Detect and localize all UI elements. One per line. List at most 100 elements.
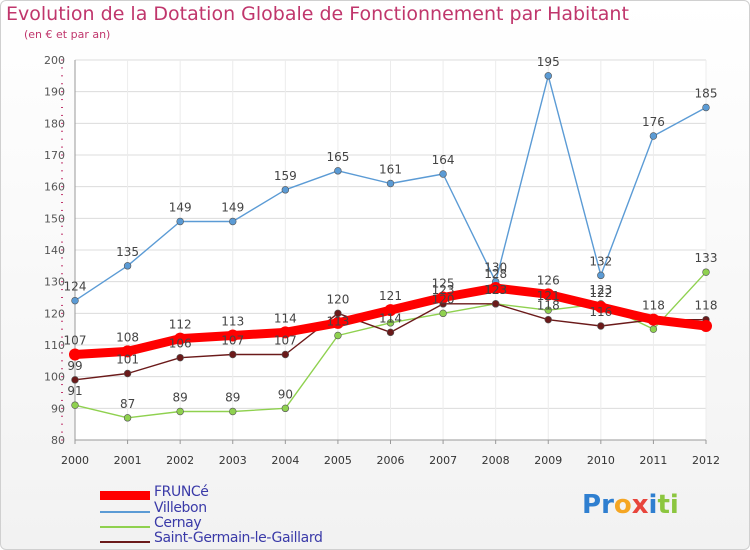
logo-letter: t [657, 490, 670, 520]
data-point-fruncé-2005 [331, 316, 344, 329]
legend-label-villebon: Villebon [154, 500, 207, 516]
y-tick-label-120: 120 [44, 307, 65, 320]
logo-letter: i [648, 490, 658, 520]
data-label-saint-germain-le-gaillard-2009: 118 [537, 299, 560, 313]
data-point-fruncé-2006 [384, 304, 397, 317]
chart-title: Evolution de la Dotation Globale de Fonc… [6, 3, 629, 25]
data-point-villebon-2012 [702, 103, 710, 112]
data-point-fruncé-2002 [174, 332, 187, 345]
y-tick-label-80: 80 [51, 434, 65, 447]
data-point-villebon-2006 [386, 179, 395, 188]
x-tick-label-2011: 2011 [639, 454, 667, 467]
data-point-villebon-2002 [176, 217, 184, 226]
data-label-villebon-2005: 165 [326, 150, 349, 164]
data-point-saint-germain-le-gaillard-2009 [544, 315, 552, 324]
x-tick-label-2002: 2002 [166, 454, 194, 467]
data-label-cernay-2008: 123 [484, 283, 507, 297]
data-label-cernay-2002: 89 [173, 391, 188, 405]
data-point-fruncé-2000 [69, 348, 81, 361]
data-point-cernay-2005 [334, 331, 342, 340]
logo-letter: i [669, 490, 679, 520]
data-label-saint-germain-le-gaillard-2008: 123 [484, 283, 507, 297]
data-label-fruncé-2001: 108 [116, 330, 139, 344]
data-label-saint-germain-le-gaillard-2004: 107 [274, 334, 297, 348]
data-label-fruncé-2003: 113 [221, 315, 244, 329]
data-label-villebon-2008: 130 [484, 261, 507, 275]
data-label-cernay-2010: 123 [589, 283, 612, 297]
x-tick-label-2007: 2007 [429, 454, 457, 467]
x-tick-label-2001: 2001 [114, 454, 142, 467]
legend-label-fruncé: FRUNCé [154, 484, 209, 500]
data-label-fruncé-2006: 121 [379, 289, 402, 303]
data-label-saint-germain-le-gaillard-2000: 99 [67, 359, 82, 373]
data-point-fruncé-2012 [700, 320, 712, 332]
data-label-saint-germain-le-gaillard-2005: 120 [326, 292, 349, 306]
data-label-cernay-2004: 90 [278, 387, 293, 401]
data-point-cernay-2003 [229, 407, 237, 416]
data-label-saint-germain-le-gaillard-2010: 116 [589, 305, 612, 319]
data-label-cernay-2012: 133 [695, 251, 718, 265]
y-tick-label-180: 180 [44, 117, 65, 130]
data-label-villebon-2011: 176 [642, 115, 665, 129]
data-point-cernay-2001 [123, 414, 132, 422]
data-label-villebon-2007: 164 [432, 153, 455, 167]
proxiti-logo[interactable]: Proxiti [582, 490, 679, 520]
data-label-saint-germain-le-gaillard-2001: 101 [116, 353, 139, 367]
data-point-saint-germain-le-gaillard-2006 [386, 328, 395, 337]
logo-letter: o [613, 490, 632, 520]
data-point-fruncé-2008 [489, 282, 502, 294]
data-label-saint-germain-le-gaillard-2006: 114 [379, 311, 402, 325]
y-tick-label-140: 140 [44, 244, 65, 257]
data-label-villebon-2009: 195 [537, 55, 560, 69]
y-tick-label-150: 150 [44, 212, 65, 225]
data-point-villebon-2005 [334, 167, 342, 175]
x-tick-label-2004: 2004 [271, 454, 299, 467]
series-fruncé [69, 282, 712, 361]
data-point-saint-germain-le-gaillard-2010 [597, 322, 605, 330]
series-saint-germain-le-gaillard [71, 300, 710, 384]
data-point-villebon-2004 [281, 186, 290, 194]
logo-letter: x [631, 490, 649, 520]
legend-swatch-villebon [100, 511, 150, 513]
data-point-fruncé-2011 [647, 313, 660, 326]
data-point-villebon-2009 [544, 72, 552, 80]
y-tick-label-100: 100 [44, 371, 65, 384]
legend-swatch-fruncé [100, 491, 150, 500]
y-tick-label-160: 160 [44, 181, 65, 194]
legend-swatch-cernay [100, 526, 150, 528]
y-tick-label-90: 90 [51, 402, 65, 415]
x-tick-label-2009: 2009 [534, 454, 562, 467]
data-label-villebon-2010: 132 [589, 254, 612, 268]
data-point-fruncé-2003 [226, 329, 239, 342]
data-label-fruncé-2002: 112 [169, 318, 192, 332]
data-point-cernay-2009 [544, 306, 552, 314]
x-tick-label-2012: 2012 [692, 454, 720, 467]
data-point-cernay-2011 [649, 325, 658, 333]
data-label-cernay-2009: 121 [537, 289, 560, 303]
data-label-cernay-2007: 120 [432, 292, 455, 306]
data-label-saint-germain-le-gaillard-2012: 118 [695, 299, 718, 313]
data-point-villebon-2007 [439, 170, 447, 178]
data-label-fruncé-2009: 126 [537, 273, 560, 287]
data-label-fruncé-2007: 125 [432, 277, 455, 291]
x-tick-label-2000: 2000 [61, 454, 89, 467]
data-point-cernay-2004 [281, 404, 290, 413]
data-label-villebon-2002: 149 [169, 201, 192, 215]
y-tick-label-170: 170 [44, 149, 65, 162]
data-point-cernay-2002 [176, 407, 184, 416]
y-tick-label-190: 190 [44, 86, 65, 99]
x-tick-label-2003: 2003 [219, 454, 247, 467]
data-label-cernay-2003: 89 [225, 391, 240, 405]
data-point-cernay-2007 [439, 309, 447, 318]
data-label-saint-germain-le-gaillard-2011: 118 [642, 299, 665, 313]
data-label-villebon-2012: 185 [695, 87, 718, 101]
x-tick-label-2010: 2010 [587, 454, 615, 467]
data-label-villebon-2000: 124 [64, 280, 87, 294]
data-point-saint-germain-le-gaillard-2001 [123, 369, 132, 378]
data-point-fruncé-2009 [542, 288, 555, 301]
y-tick-label-200: 200 [44, 54, 65, 67]
data-point-fruncé-2007 [437, 291, 450, 304]
y-tick-label-130: 130 [44, 276, 65, 289]
data-point-saint-germain-le-gaillard-2004 [281, 350, 290, 359]
data-label-saint-germain-le-gaillard-2002: 106 [169, 337, 192, 351]
